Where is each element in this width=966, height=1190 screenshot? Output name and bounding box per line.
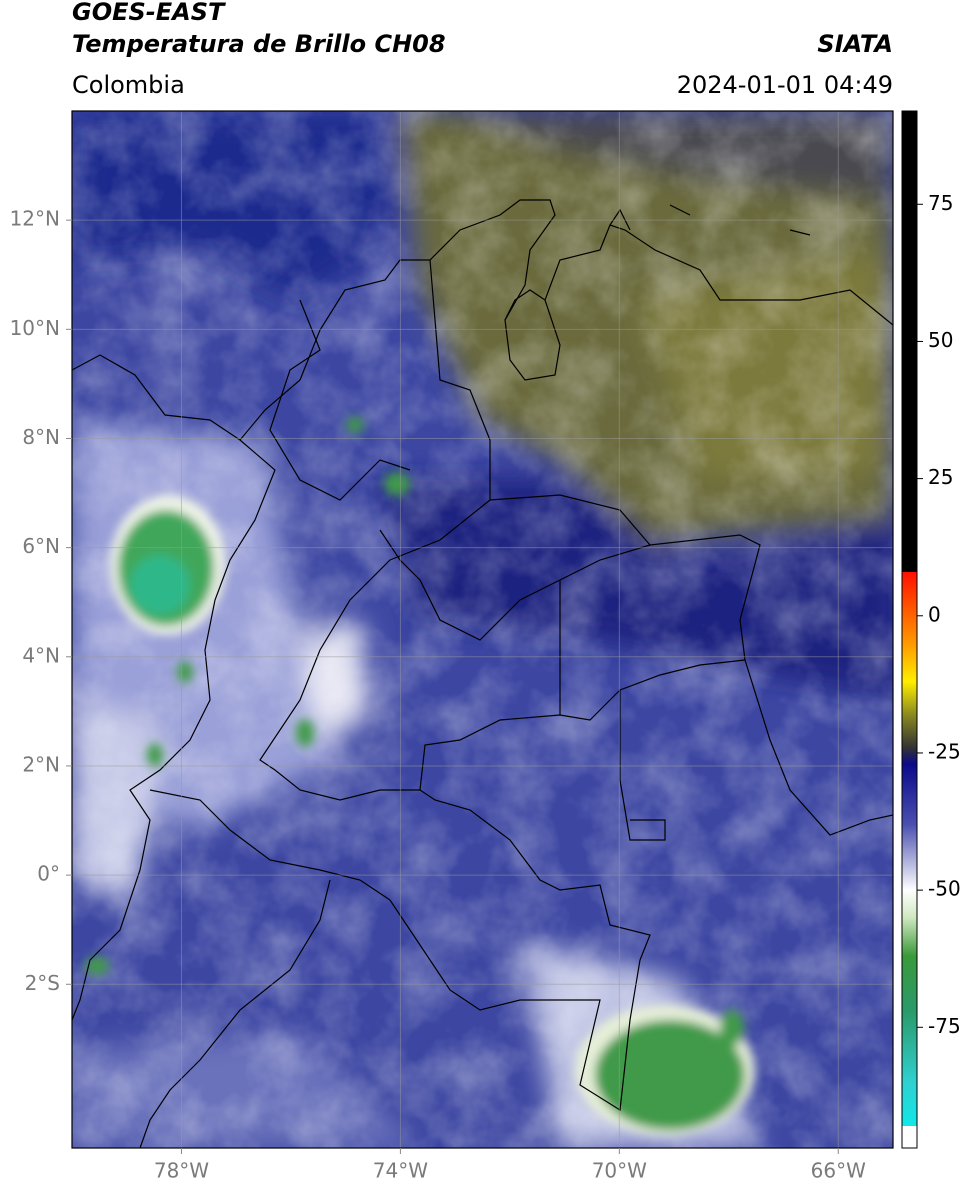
x-tick-label: 66°W	[811, 1159, 866, 1183]
map-frame	[71, 110, 894, 1149]
x-tick-label: 78°W	[154, 1159, 209, 1183]
y-tick-label: 8°N	[22, 425, 60, 449]
subtitle: Temperatura de Brillo CH08	[72, 30, 446, 58]
y-tick-label: 0°	[37, 862, 60, 886]
colorbar-tick-label: -75	[928, 1014, 961, 1038]
y-tick-label: 10°N	[10, 316, 60, 340]
y-tick-label: 2°S	[25, 971, 60, 995]
y-tick-label: 6°N	[22, 534, 60, 558]
colorbar-tick-label: 75	[928, 191, 953, 215]
colorbar-tick-label: 0	[928, 602, 941, 626]
y-tick-label: 2°N	[22, 752, 60, 776]
title: GOES-EAST	[72, 0, 226, 26]
colorbar-tick-label: 50	[928, 328, 953, 352]
y-tick-label: 4°N	[22, 643, 60, 667]
datetime: 2024-01-01 04:49	[677, 71, 893, 99]
satellite-image	[72, 111, 893, 1148]
colorbar	[901, 110, 918, 1149]
colorbar-tick-label: 25	[928, 465, 953, 489]
x-tick-label: 70°W	[592, 1159, 647, 1183]
x-tick-label: 74°W	[373, 1159, 428, 1183]
region: Colombia	[72, 71, 185, 99]
y-tick-label: 12°N	[10, 207, 60, 231]
colorbar-tick-label: -50	[928, 877, 961, 901]
source: SIATA	[817, 30, 893, 58]
colorbar-tick-label: -25	[928, 739, 961, 763]
